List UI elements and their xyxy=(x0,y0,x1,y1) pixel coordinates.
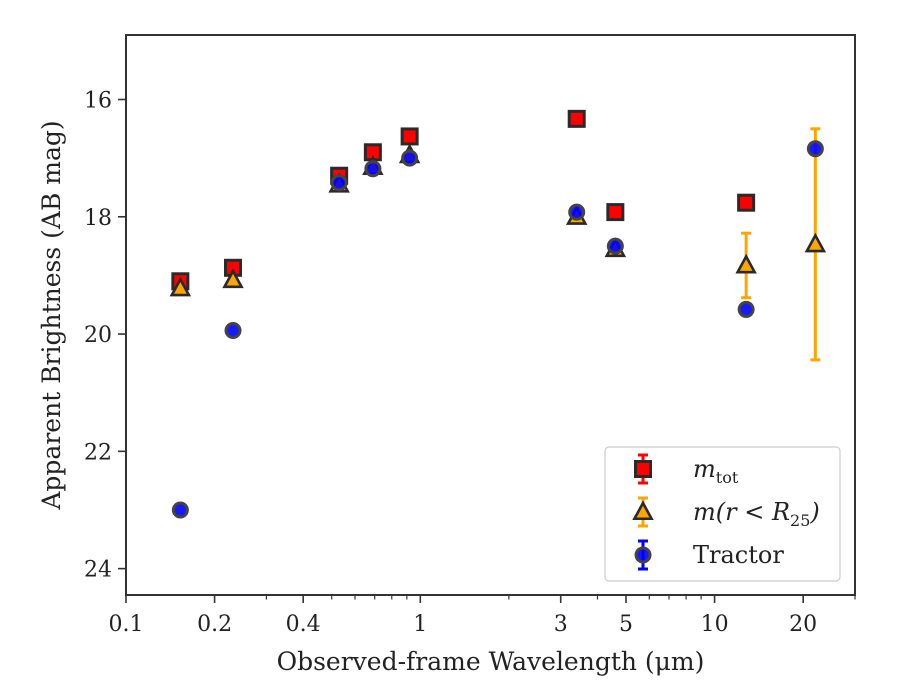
data-point xyxy=(224,322,242,340)
x-tick-label: 1 xyxy=(413,612,427,637)
y-tick-label: 16 xyxy=(84,89,112,114)
data-point xyxy=(606,203,625,222)
data-point xyxy=(364,160,382,178)
plot-area xyxy=(169,109,827,519)
legend-marker xyxy=(634,546,652,564)
data-point xyxy=(806,140,824,158)
legend: mtot m(r < R25) Tractor xyxy=(604,446,841,582)
legend-entry: m(r < R25) xyxy=(632,496,820,530)
legend-entry: mtot xyxy=(634,453,739,487)
x-axis-label: Observed-frame Wavelength (μm) xyxy=(277,647,705,676)
x-tick-label: 3 xyxy=(554,612,568,637)
series-1 xyxy=(169,127,827,362)
x-tick-label: 0.2 xyxy=(197,612,232,637)
y-tick-label: 20 xyxy=(84,323,112,348)
data-point xyxy=(401,149,419,167)
legend-marker xyxy=(632,500,654,521)
data-point xyxy=(735,253,757,274)
data-point xyxy=(737,300,755,318)
x-tick-label: 0.4 xyxy=(286,612,321,637)
legend-label: Tractor xyxy=(693,541,784,569)
data-point xyxy=(171,501,189,519)
data-point xyxy=(400,127,419,146)
x-tick-label: 0.1 xyxy=(109,612,144,637)
legend-label: mtot xyxy=(693,455,739,487)
legend-label: m(r < R25) xyxy=(693,498,820,530)
data-point xyxy=(804,232,827,253)
data-point xyxy=(606,237,624,255)
y-tick-label: 24 xyxy=(84,558,112,583)
series-0 xyxy=(171,109,756,291)
data-point xyxy=(330,174,348,192)
x-axis: 0.1 0.2 0.4 1 3 5 10 20 xyxy=(109,595,856,637)
y-tick-label: 18 xyxy=(84,206,112,231)
legend-frame xyxy=(604,446,841,582)
data-point xyxy=(222,268,244,289)
y-axis-label: Apparent Brightness (AB mag) xyxy=(37,120,66,510)
data-point xyxy=(169,276,192,297)
series-2 xyxy=(171,140,824,519)
legend-marker xyxy=(634,460,652,478)
x-tick-label: 20 xyxy=(789,612,817,637)
x-tick-label: 5 xyxy=(619,612,633,637)
data-point xyxy=(567,109,586,128)
y-tick-label: 22 xyxy=(84,440,112,465)
y-axis: 16 18 20 22 24 xyxy=(84,89,126,583)
x-tick-label: 10 xyxy=(701,612,729,637)
plot-frame xyxy=(125,34,856,596)
data-point xyxy=(737,193,756,212)
data-point xyxy=(568,203,586,221)
legend-entry: Tractor xyxy=(634,539,784,571)
